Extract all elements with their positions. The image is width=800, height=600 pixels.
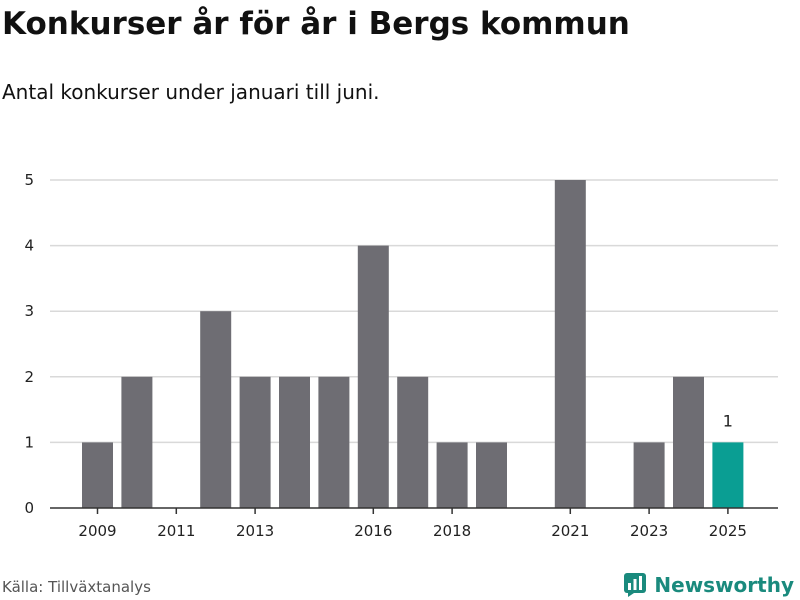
x-tick-label: 2023 (630, 522, 668, 540)
y-tick-label: 5 (24, 171, 34, 189)
bar-2019 (476, 442, 507, 508)
bar-2014 (279, 376, 310, 508)
bar-2024 (673, 376, 704, 508)
y-tick-label: 1 (24, 433, 34, 451)
source-note: Källa: Tillväxtanalys (2, 578, 151, 596)
brand-logo: Newsworthy (624, 570, 794, 600)
bar-2017 (397, 376, 429, 508)
y-tick-label: 0 (24, 499, 34, 517)
y-tick-label: 4 (24, 237, 34, 255)
x-tick-label: 2018 (433, 522, 471, 540)
bar-2016 (357, 245, 389, 508)
newsworthy-logo-icon (624, 573, 647, 597)
chart-title: Konkurser år för år i Bergs kommun (2, 6, 630, 42)
bar-2021 (554, 180, 586, 508)
y-tick-label: 3 (24, 302, 34, 320)
data-label: 1 (723, 411, 733, 430)
chart-subtitle: Antal konkurser under januari till juni. (2, 80, 380, 104)
bar-2023 (633, 442, 665, 508)
bar-2010 (121, 376, 153, 508)
bar-2015 (318, 376, 350, 508)
x-tick-label: 2011 (157, 522, 195, 540)
x-tick-label: 2013 (236, 522, 274, 540)
x-tick-label: 2009 (78, 522, 116, 540)
bar-2009 (82, 442, 113, 508)
y-tick-label: 2 (24, 368, 34, 386)
bar-2025 (712, 442, 744, 508)
bar-2018 (436, 442, 468, 508)
bar-2012 (200, 311, 232, 508)
x-tick-label: 2025 (709, 522, 747, 540)
x-tick-label: 2016 (354, 522, 392, 540)
brand-name: Newsworthy (654, 573, 794, 597)
bar-2013 (239, 376, 271, 508)
x-tick-label: 2021 (551, 522, 589, 540)
